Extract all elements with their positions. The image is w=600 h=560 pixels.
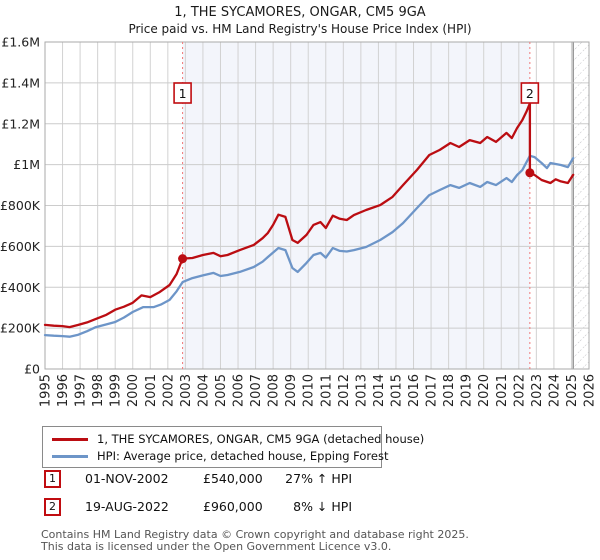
legend-item-label: 1, THE SYCAMORES, ONGAR, CM5 9GA (detach…: [97, 432, 425, 446]
sale-1-marker-box: [173, 82, 192, 104]
svg-text:2012: 2012: [337, 374, 352, 407]
svg-text:2007: 2007: [249, 374, 264, 407]
sale-annotation-row: 2 19-AUG-2022 £960,000 8% ↓ HPI: [0, 498, 600, 517]
svg-text:2016: 2016: [407, 374, 422, 407]
svg-text:2008: 2008: [267, 374, 282, 407]
sale-2-marker-box: [520, 82, 540, 104]
sale-1-price: £540,000: [203, 471, 263, 486]
svg-text:£1.6M: £1.6M: [1, 35, 40, 50]
y-axis-labels: £0 £200K £400K £600K £800K £1M £1.2M £1.4M £1.6M: [0, 35, 41, 377]
svg-text:2019: 2019: [460, 374, 475, 407]
sale-2-date: 19-AUG-2022: [85, 499, 169, 514]
sale-2-marker-badge: 2: [44, 498, 61, 516]
svg-text:2025: 2025: [565, 374, 580, 407]
svg-text:2021: 2021: [495, 374, 510, 407]
svg-text:2006: 2006: [232, 374, 247, 407]
svg-text:2023: 2023: [530, 374, 545, 407]
sale-1-date: 01-NOV-2002: [85, 471, 169, 486]
x-axis-labels: 1995 1996 1997 1998 1999 2000 2001 2002 2003 2004…: [39, 374, 598, 407]
sale-2-marker-number: 2: [526, 86, 534, 101]
page-title: 1, THE SYCAMORES, ONGAR, CM5 9GA: [174, 5, 426, 20]
svg-text:2004: 2004: [196, 374, 211, 407]
svg-text:2000: 2000: [126, 374, 141, 407]
page-subtitle: Price paid vs. HM Land Registry's House …: [128, 22, 472, 36]
svg-text:2013: 2013: [354, 374, 369, 407]
legend-item-property: 1, THE SYCAMORES, ONGAR, CM5 9GA (detach…: [52, 432, 424, 446]
sale-2-price: £960,000: [203, 499, 263, 514]
sale-2-hpi-diff: 8% ↓ HPI: [293, 499, 352, 514]
sale-1-marker-number: 1: [179, 86, 187, 101]
hpi-series-line: [43, 154, 575, 338]
svg-text:2020: 2020: [477, 374, 492, 407]
svg-text:1996: 1996: [56, 374, 71, 407]
svg-text:2017: 2017: [425, 374, 440, 407]
svg-text:2005: 2005: [214, 374, 229, 407]
svg-text:2011: 2011: [319, 374, 334, 407]
hpi-line-swatch: [52, 454, 88, 458]
svg-text:£400K: £400K: [0, 280, 41, 295]
svg-text:1999: 1999: [109, 374, 124, 407]
legend-item-label: HPI: Average price, detached house, Eppi…: [97, 449, 389, 463]
svg-text:2003: 2003: [179, 374, 194, 407]
sale-1-hpi-diff: 27% ↑ HPI: [285, 471, 352, 486]
svg-text:2015: 2015: [389, 374, 404, 407]
svg-text:2014: 2014: [372, 374, 387, 407]
sale-annotation-row: 1 01-NOV-2002 £540,000 27% ↑ HPI: [0, 470, 600, 489]
svg-text:£1.4M: £1.4M: [1, 75, 40, 90]
svg-text:2024: 2024: [547, 374, 562, 407]
svg-text:1998: 1998: [91, 374, 106, 407]
property-series-line: [43, 102, 575, 329]
property-line-swatch: [52, 437, 88, 441]
svg-text:2009: 2009: [284, 374, 299, 407]
svg-text:2010: 2010: [302, 374, 317, 407]
svg-text:2002: 2002: [161, 374, 176, 407]
svg-text:£0: £0: [24, 362, 40, 377]
sale-1-marker-badge: 1: [44, 470, 61, 488]
svg-text:2018: 2018: [442, 374, 457, 407]
svg-text:2022: 2022: [512, 374, 527, 407]
svg-text:1995: 1995: [39, 374, 54, 407]
footer-line-2: This data is licensed under the Open Gov…: [41, 540, 392, 554]
grid: [44, 41, 590, 370]
license-footer: Contains HM Land Registry data © Crown c…: [41, 528, 469, 554]
svg-text:2026: 2026: [583, 374, 598, 407]
svg-text:£200K: £200K: [0, 321, 41, 336]
svg-text:£800K: £800K: [0, 198, 41, 213]
svg-text:£1M: £1M: [13, 157, 40, 172]
svg-text:£600K: £600K: [0, 239, 41, 254]
sale-1-point: [178, 254, 188, 264]
footer-line-1: Contains HM Land Registry data © Crown c…: [41, 528, 469, 541]
svg-text:2001: 2001: [144, 374, 159, 407]
svg-text:1997: 1997: [74, 374, 89, 407]
chart-legend: 1, THE SYCAMORES, ONGAR, CM5 9GA (detach…: [42, 426, 424, 468]
legend-item-hpi: HPI: Average price, detached house, Eppi…: [52, 449, 388, 463]
svg-text:£1.2M: £1.2M: [1, 116, 40, 131]
sale-2-point: [525, 168, 535, 178]
